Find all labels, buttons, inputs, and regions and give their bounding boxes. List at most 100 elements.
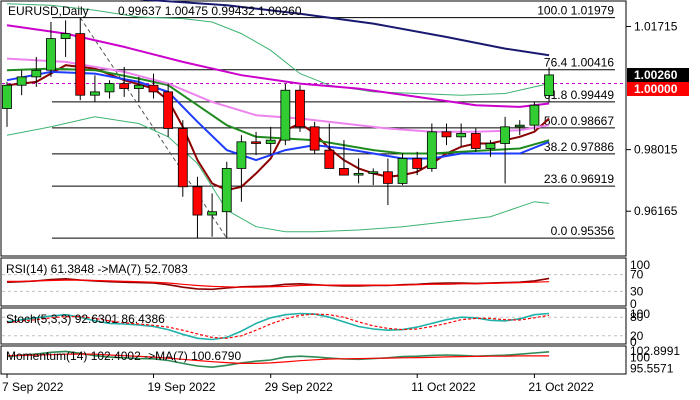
candle	[353, 158, 364, 184]
bear-candle-body	[192, 186, 203, 216]
bull-candle-body	[368, 171, 379, 174]
bear-candle-body	[75, 33, 86, 96]
candle	[470, 128, 481, 152]
bull-candle-body	[2, 84, 12, 109]
ma-magenta-line	[6, 24, 550, 108]
date-tick-label: 19 Sep 2022	[148, 380, 216, 394]
rsi-label: RSI(14) 61.3848 ->MA(7) 52.7083	[6, 262, 188, 276]
bollinger-upper-line	[6, 3, 550, 96]
ma-navy-line	[139, 0, 550, 57]
candle	[46, 21, 56, 77]
rsi-series-line	[7, 279, 550, 288]
momentum-series-line	[6, 350, 550, 369]
bear-candle-body	[441, 131, 452, 138]
fib-level-label: 76.4 1.00416	[544, 56, 614, 70]
stochastic-series-line	[6, 312, 550, 341]
stochastic-tick-label: 20	[630, 329, 644, 343]
momentum-panel-frame	[0, 345, 627, 375]
candle	[309, 121, 320, 154]
candle	[514, 120, 525, 136]
header-symbol: EURUSD,Daily	[8, 4, 89, 18]
bear-candle-body	[339, 168, 349, 176]
bear-candle-body	[295, 89, 305, 128]
bull-candle-body	[90, 91, 100, 96]
date-tick-label: 29 Sep 2022	[265, 380, 333, 394]
stochastic-tick-label: 100	[630, 307, 650, 321]
bull-candle-body	[221, 168, 232, 213]
bear-candle-body	[163, 91, 174, 129]
momentum-label: Momentum(14) 102.4002 ->MA(7) 100.6790	[6, 349, 241, 363]
bull-candle-body	[485, 143, 496, 149]
candle	[207, 193, 218, 237]
price-tick-label: 1.01715	[634, 19, 678, 33]
fib-level-label: 100.0 1.01979	[537, 4, 614, 18]
bear-candle-body	[309, 126, 320, 151]
bull-candle-body	[46, 38, 56, 71]
candle	[456, 123, 467, 147]
rsi-tick-label: 0	[630, 297, 637, 311]
fib-level-label: 61.8 0.99449	[544, 88, 614, 102]
ma-blue-line	[6, 70, 550, 162]
current-price-box	[627, 68, 689, 82]
candle	[426, 123, 437, 172]
candle	[163, 83, 174, 137]
candle	[295, 85, 305, 132]
current-price-label: 1.00260	[634, 68, 678, 82]
momentum-tick-label: 102.8991	[630, 344, 680, 358]
candle	[251, 131, 261, 156]
bull-candle-body	[500, 126, 511, 144]
candle	[382, 158, 393, 206]
crosshair-price-box	[627, 82, 689, 96]
bull-candle-body	[60, 33, 71, 40]
bear-candle-body	[470, 133, 481, 149]
bull-candle-body	[544, 74, 554, 96]
bear-candle-body	[412, 158, 423, 169]
candle	[75, 17, 86, 101]
bull-candle-body	[529, 104, 540, 126]
candle	[90, 75, 100, 102]
candle	[104, 80, 115, 99]
date-tick-label: 7 Sep 2022	[2, 380, 64, 394]
bollinger-lower-line	[6, 116, 550, 233]
candle	[324, 123, 335, 169]
bull-candle-body	[16, 76, 27, 86]
price-tick-label: 0.98015	[634, 143, 678, 157]
header-ohlc: 0.99637 1.00475 0.99432 1.00260	[118, 4, 302, 18]
candle	[412, 151, 423, 176]
bull-candle-body	[353, 173, 364, 176]
bull-candle-body	[236, 141, 247, 169]
stochastic-panel-frame	[0, 307, 627, 345]
bull-candle-body	[514, 124, 525, 128]
candle	[339, 140, 349, 176]
bull-candle-body	[207, 211, 218, 216]
stochastic-tick-label: 80	[630, 310, 644, 324]
bull-candle-body	[456, 133, 467, 138]
rsi-tick-label: 100	[630, 258, 650, 272]
candle	[529, 101, 540, 131]
candle	[192, 176, 203, 239]
candle	[485, 140, 496, 157]
ma-green-line	[6, 67, 550, 155]
bear-candle-body	[177, 128, 188, 188]
crosshair-price-label: 1.00000	[634, 82, 678, 96]
candle	[119, 66, 130, 97]
rsi-tick-label: 30	[630, 284, 644, 298]
bear-candle-body	[251, 141, 261, 144]
rsi-panel-frame	[0, 257, 627, 307]
price-panel-frame	[0, 0, 627, 257]
fibonacci-levels: 100.0 1.01979 76.4 1.00416 61.8 0.99449 50.…	[2, 4, 625, 239]
bear-candle-body	[382, 171, 393, 184]
rsi-tick-label: 70	[630, 268, 644, 282]
fib-level-label: 0.0 0.95356	[551, 224, 615, 238]
candle	[236, 135, 247, 202]
candle	[177, 120, 188, 197]
candle	[368, 168, 379, 186]
candle	[265, 126, 276, 156]
candle	[2, 81, 12, 127]
bull-candle-body	[265, 139, 276, 144]
candle	[133, 76, 144, 102]
bull-candle-body	[133, 84, 144, 89]
